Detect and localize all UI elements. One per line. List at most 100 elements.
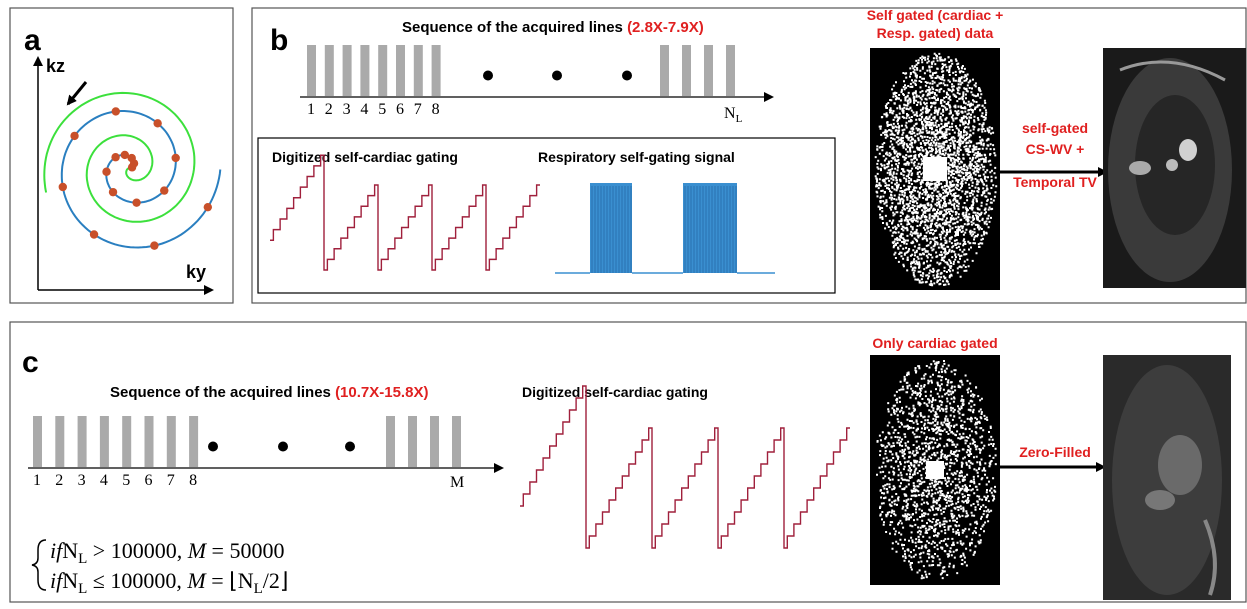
respiratory-signal [555,183,775,273]
line-number: 4 [360,101,368,118]
method: Temporal TV [1013,174,1097,190]
line-bar [78,416,87,467]
line-bar [396,45,405,96]
cardiac-signal [520,386,850,548]
formula-part: M [187,538,208,563]
reconstructed-image [1103,48,1246,288]
ellipsis-dot [552,71,562,81]
acceleration: (10.7X-15.8X) [335,384,428,401]
line-bar [726,45,735,96]
axis-label: kz [46,56,65,76]
sample-dot [160,186,168,194]
line-number: 6 [396,101,404,118]
line-bar [167,416,176,467]
ellipsis-dot [483,71,493,81]
image-vessel [1129,161,1151,175]
line-bar [189,416,198,467]
figure: a kz ky b Sequence of the acquired lines… [0,0,1247,609]
sample-dot [153,119,161,127]
brace [32,540,46,590]
line-bar [386,416,395,467]
sample-dot [172,154,180,162]
title: Sequence of the acquired lines [402,19,627,36]
title: Sequence of the acquired lines [110,384,335,401]
ellipsis-dot [345,442,355,452]
image-vessel [1166,159,1178,171]
line-number: 8 [432,101,440,118]
method: CS-WV + [1026,141,1085,157]
signal-title: Digitized self-cardiac gating [272,149,458,165]
line-number: 5 [378,101,386,118]
line-number: 1 [307,101,315,118]
cardiac-signal [270,155,540,270]
image-title: Self gated (cardiac + [867,7,1004,23]
line-bar [325,45,334,96]
sample-dot [111,153,119,161]
formula-part: L [254,581,263,597]
sample-dot [109,188,117,196]
panel-label: a [24,24,41,57]
line-number: 3 [78,472,86,489]
sample-dot [150,241,158,249]
n: N [724,105,736,122]
sub: L [736,113,743,125]
line-bar [704,45,713,96]
formula-part: M [186,568,207,593]
line-bar [145,416,154,467]
line-number: 4 [100,472,108,489]
formula-part: = ⌊N [206,568,254,593]
sawtooth [520,386,850,548]
last-line: M [450,474,464,491]
image-vessel [1179,139,1197,161]
line-bar [682,45,691,96]
image-organ [1158,435,1202,495]
sample-dot [70,132,78,140]
page: { "panel_a": {"label": "a", "y_axis": "k… [0,0,1247,609]
sample-dot [204,203,212,211]
formula-part: ≤ 100000, [87,568,187,593]
sample-dot [121,151,129,159]
method: Zero-Filled [1019,444,1091,460]
formula-part: N [62,538,78,563]
sample-dot [112,107,120,115]
formula-part: L [78,581,87,597]
sequence-title: Sequence of the acquired lines (10.7X-15… [110,384,428,401]
line-number: 2 [325,101,333,118]
line-bar [430,416,439,467]
image-organ [1145,490,1175,510]
arrow [68,82,86,104]
sample-dot [59,183,67,191]
line-number: 5 [122,472,130,489]
formula-part: = 50000 [206,538,284,563]
line-bar [452,416,461,467]
spiral [44,93,220,250]
formula-part: N [62,568,78,593]
signal-title: Digitized self-cardiac gating [522,384,708,400]
formula: ifNL > 100000, M = 50000 [50,538,284,567]
line-number: 7 [414,101,422,118]
line-number: 1 [33,472,41,489]
panel-label: b [270,24,288,57]
line-bar [408,416,417,467]
method: self-gated [1022,120,1088,136]
image-title: Only cardiac gated [872,335,997,351]
line-number: 8 [189,472,197,489]
sample-dot [132,198,140,206]
ellipsis-dot [208,442,218,452]
sequence-title: Sequence of the acquired lines (2.8X-7.9… [402,19,704,36]
last-line: NL [724,105,743,125]
line-bar [660,45,669,96]
line-bar [414,45,423,96]
line-number: 2 [55,472,63,489]
ellipsis-dot [278,442,288,452]
line-bar [55,416,64,467]
sample-dot [90,230,98,238]
line-number: 7 [167,472,175,489]
zero-filled-image [1103,355,1231,600]
formula-part: L [78,551,87,567]
ellipsis-dot [622,71,632,81]
gated-block [590,183,632,273]
acceleration: (2.8X-7.9X) [627,19,704,36]
line-bar [378,45,387,96]
